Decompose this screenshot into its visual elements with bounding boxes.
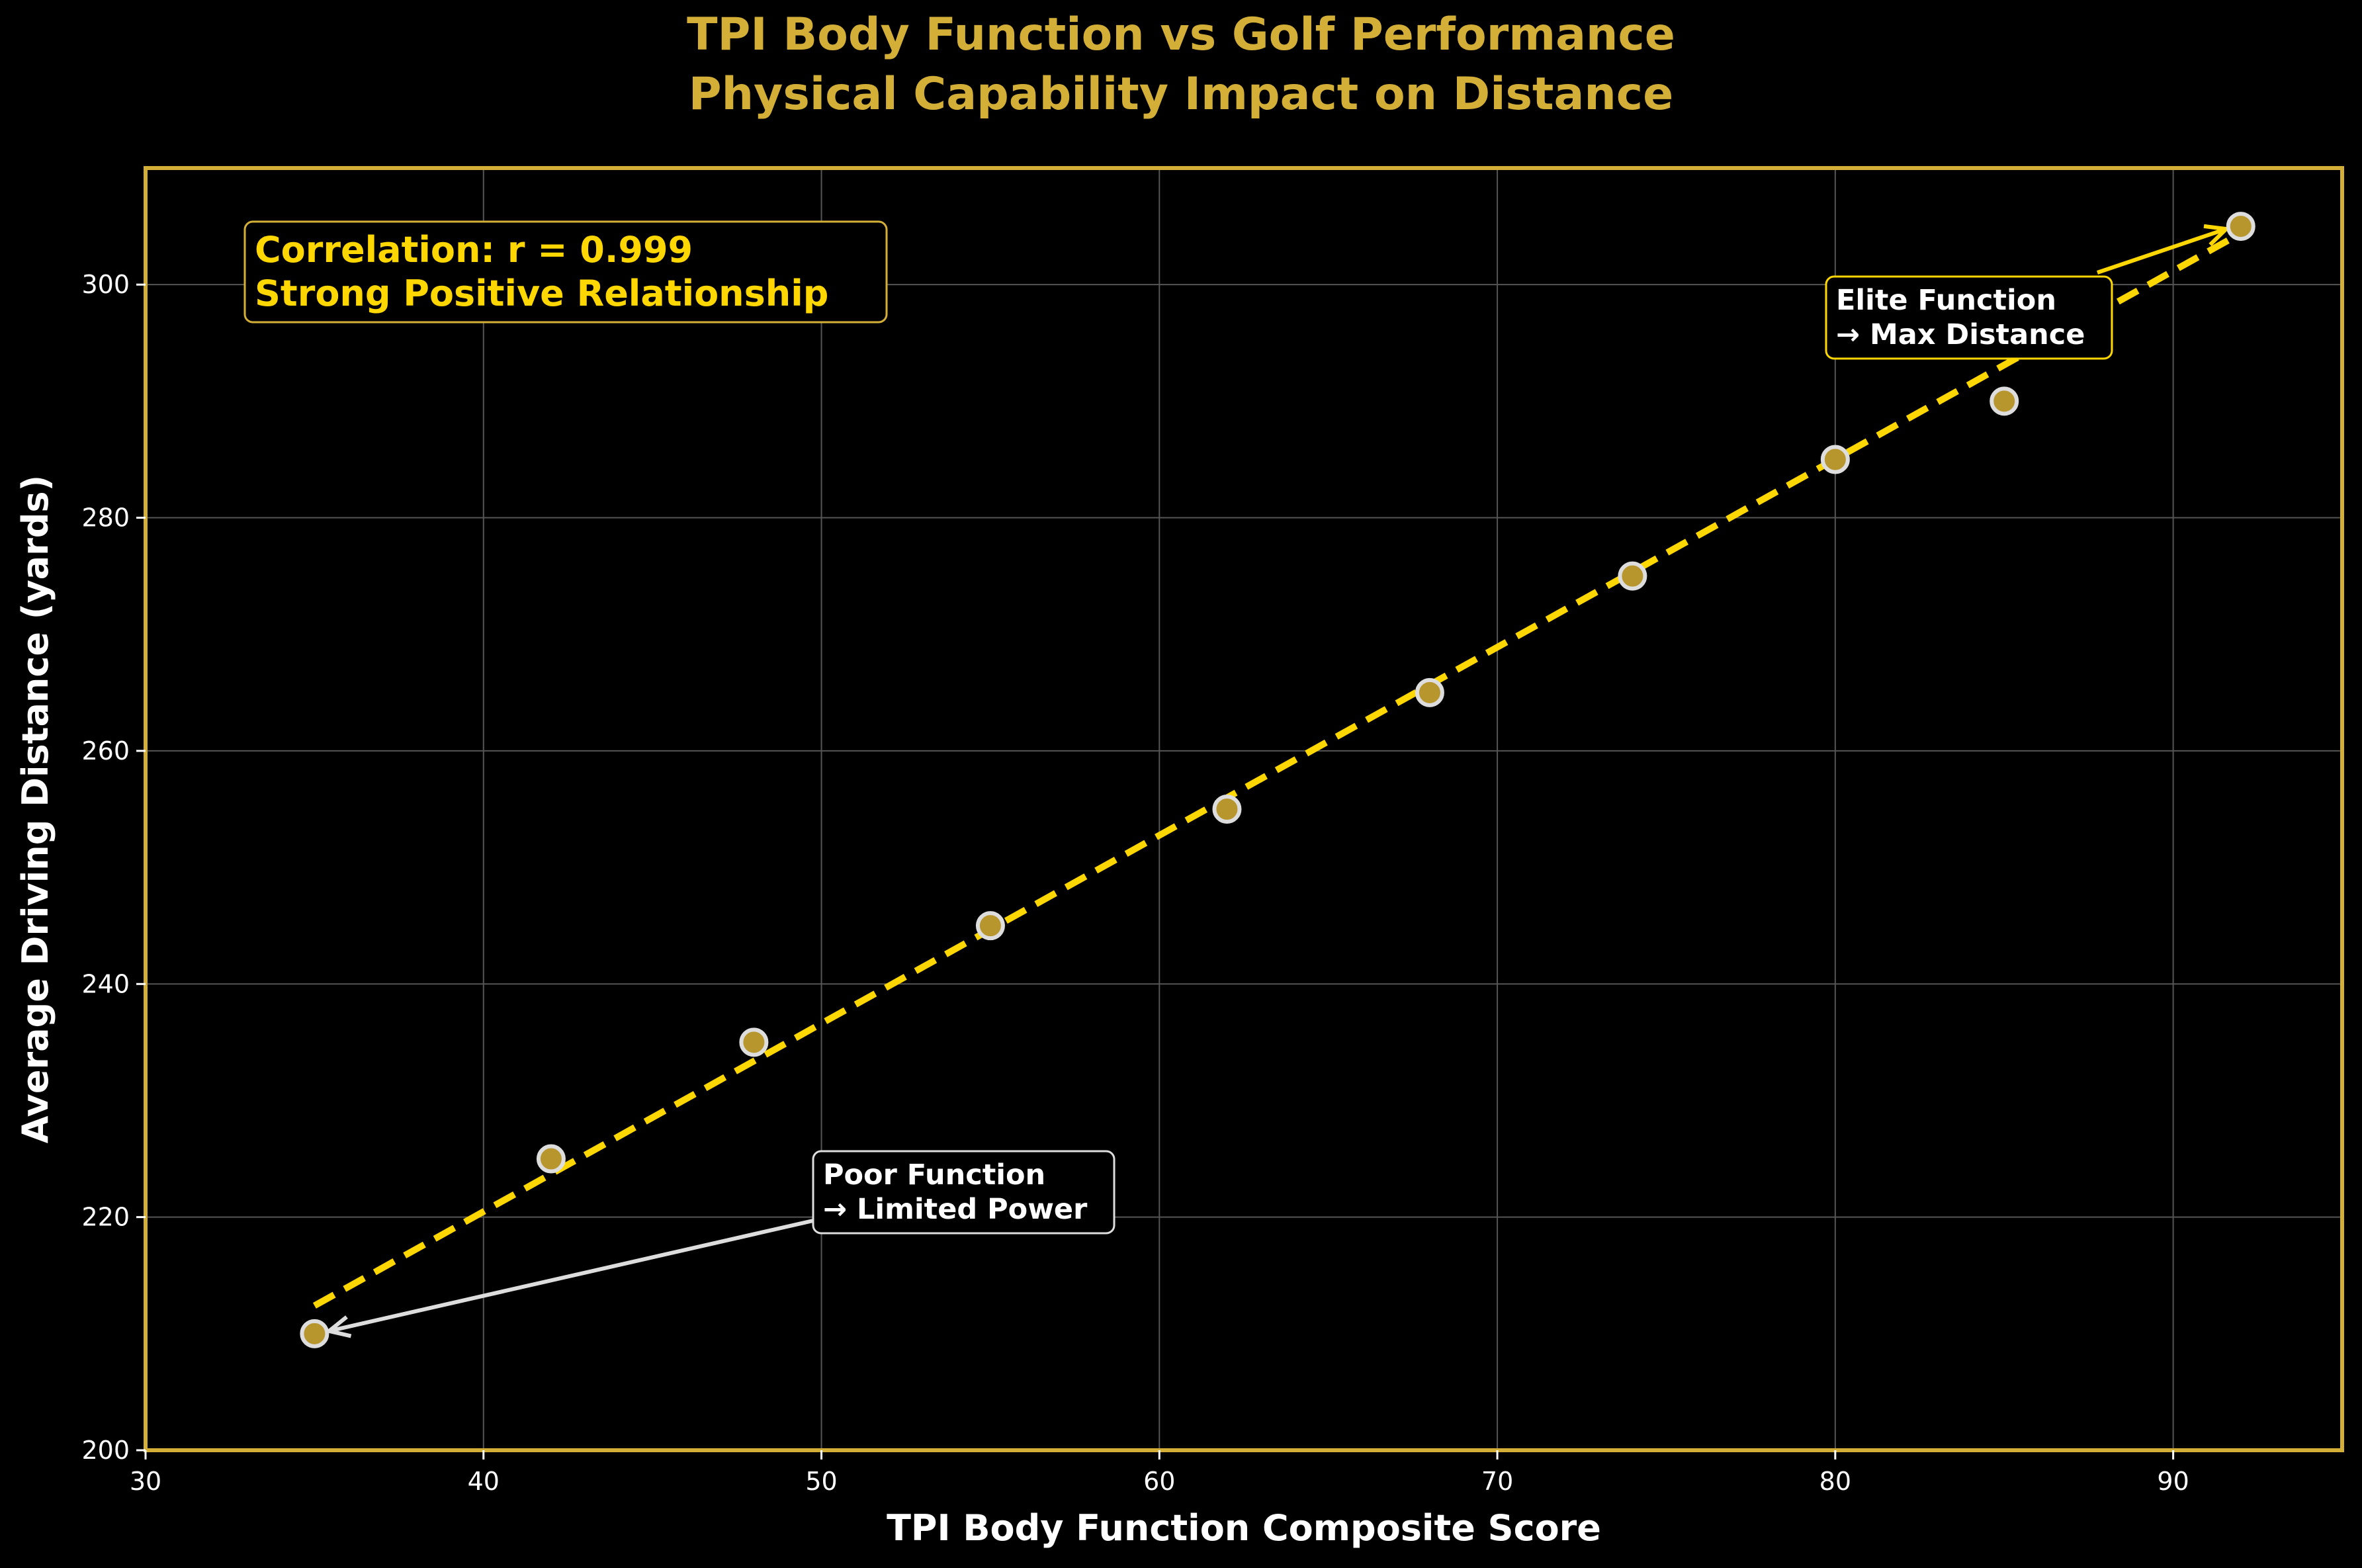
data-point bbox=[1415, 677, 1444, 707]
trend-line-path bbox=[312, 230, 2243, 1309]
trend-line bbox=[312, 230, 2243, 1309]
annotation-arrow-poor bbox=[328, 1219, 814, 1333]
x-tick-label: 90 bbox=[2157, 1467, 2189, 1496]
annotation-arrow-elite-head bbox=[2203, 224, 2231, 247]
data-points bbox=[300, 212, 2255, 1348]
y-tick-label: 260 bbox=[81, 736, 130, 765]
axis-ticks: 30 40 50 60 70 80 90 200 220 240 260 280 300 bbox=[81, 270, 2189, 1496]
data-point bbox=[1212, 795, 1242, 824]
y-tick-label: 280 bbox=[81, 503, 130, 533]
annotation-arrow-poor-head bbox=[324, 1315, 352, 1338]
data-point bbox=[300, 1319, 329, 1348]
data-point bbox=[1820, 445, 1850, 474]
data-point bbox=[1618, 561, 1647, 591]
chart-subtitle: Physical Capability Impact on Distance bbox=[689, 68, 1673, 120]
x-tick-label: 70 bbox=[1481, 1467, 1513, 1496]
annotation-arrows bbox=[324, 224, 2231, 1338]
data-point bbox=[2226, 212, 2255, 241]
correlation-box: Correlation: r = 0.999 Strong Positive R… bbox=[243, 220, 888, 324]
annotation-elite-line1: Elite Function bbox=[1836, 284, 2056, 317]
annotation-elite-function: Elite Function → Max Distance bbox=[1825, 275, 2113, 360]
x-tick-label: 80 bbox=[1819, 1467, 1851, 1496]
x-tick-label: 40 bbox=[468, 1467, 500, 1496]
plot-frame bbox=[144, 166, 2344, 1452]
y-tick-label: 200 bbox=[81, 1436, 130, 1465]
annotation-elite-line2: → Max Distance bbox=[1836, 318, 2085, 351]
chart-title: TPI Body Function vs Golf Performance bbox=[687, 9, 1675, 61]
y-axis-label: Average Driving Distance (yards) bbox=[15, 475, 56, 1143]
annotation-elite-box bbox=[1825, 275, 2113, 360]
data-point bbox=[536, 1144, 566, 1174]
y-tick-label: 220 bbox=[81, 1203, 130, 1232]
correlation-value: Correlation: r = 0.999 bbox=[255, 229, 693, 271]
annotation-poor-function: Poor Function → Limited Power bbox=[812, 1150, 1115, 1235]
data-point bbox=[1990, 386, 2019, 416]
y-tick-label: 300 bbox=[81, 270, 130, 299]
x-axis-label: TPI Body Function Composite Score bbox=[887, 1507, 1601, 1549]
x-tick-label: 50 bbox=[805, 1467, 837, 1496]
x-tick-label: 30 bbox=[130, 1467, 161, 1496]
x-tick-label: 60 bbox=[1143, 1467, 1175, 1496]
data-point bbox=[975, 911, 1005, 941]
annotation-poor-line1: Poor Function bbox=[823, 1158, 1045, 1192]
annotation-poor-line2: → Limited Power bbox=[823, 1193, 1088, 1226]
annotation-arrow-elite bbox=[2097, 227, 2227, 275]
data-point bbox=[739, 1027, 769, 1057]
correlation-box-frame bbox=[243, 220, 888, 324]
correlation-description: Strong Positive Relationship bbox=[255, 273, 828, 314]
y-tick-label: 240 bbox=[81, 969, 130, 998]
annotation-poor-box bbox=[812, 1150, 1115, 1235]
